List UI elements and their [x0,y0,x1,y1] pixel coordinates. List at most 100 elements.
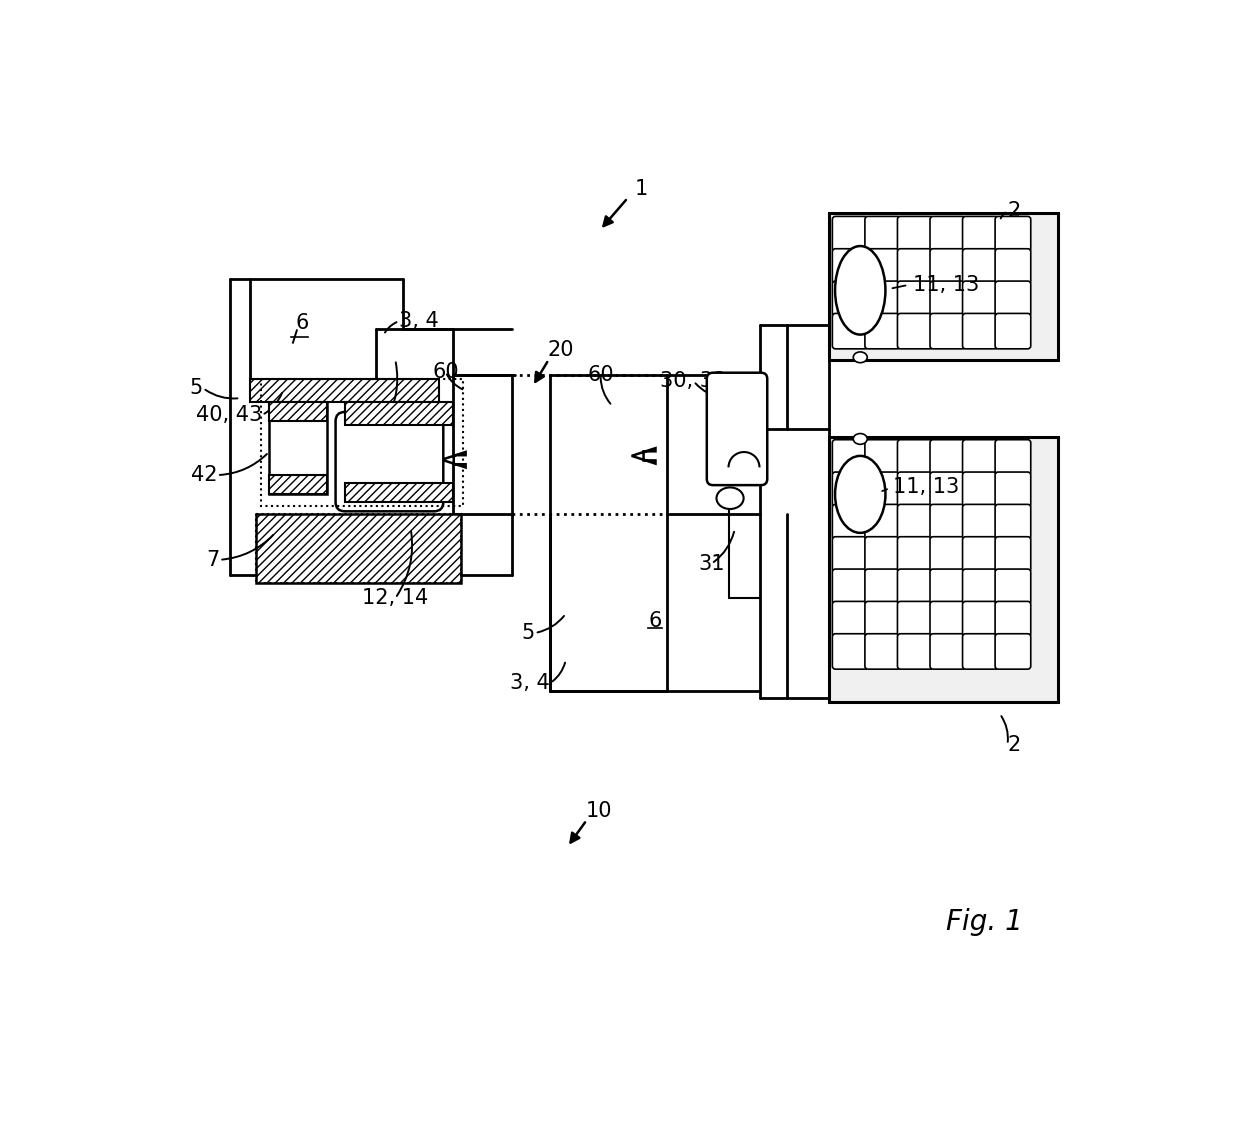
FancyBboxPatch shape [994,536,1030,573]
Ellipse shape [853,434,867,444]
Text: 3, 4: 3, 4 [511,673,551,693]
Text: 6: 6 [295,312,309,333]
Text: 11, 13: 11, 13 [893,477,959,496]
FancyBboxPatch shape [898,634,934,669]
Text: 5: 5 [190,378,203,398]
FancyBboxPatch shape [930,634,966,669]
FancyBboxPatch shape [832,314,868,349]
FancyBboxPatch shape [994,216,1030,252]
Polygon shape [441,452,466,468]
Text: 20: 20 [548,341,574,360]
FancyBboxPatch shape [866,440,900,475]
Bar [345,483,454,502]
FancyBboxPatch shape [962,634,998,669]
FancyBboxPatch shape [866,504,900,540]
FancyBboxPatch shape [930,569,966,604]
FancyBboxPatch shape [832,440,868,475]
FancyBboxPatch shape [930,601,966,637]
Text: 60: 60 [588,365,614,385]
FancyBboxPatch shape [930,473,966,508]
FancyBboxPatch shape [962,569,998,604]
Text: 31: 31 [698,553,724,574]
Text: 11, 13: 11, 13 [913,275,980,295]
FancyBboxPatch shape [930,216,966,252]
FancyBboxPatch shape [832,569,868,604]
FancyBboxPatch shape [994,440,1030,475]
FancyBboxPatch shape [994,601,1030,637]
Bar [269,475,327,494]
Text: 2: 2 [1007,735,1021,754]
Bar [269,402,327,421]
FancyBboxPatch shape [994,314,1030,349]
FancyBboxPatch shape [962,281,998,317]
Polygon shape [631,448,656,463]
FancyBboxPatch shape [832,536,868,573]
FancyBboxPatch shape [962,536,998,573]
FancyBboxPatch shape [898,504,934,540]
FancyBboxPatch shape [866,216,900,252]
Bar [345,402,454,425]
FancyBboxPatch shape [962,601,998,637]
FancyBboxPatch shape [866,314,900,349]
Text: 1: 1 [635,178,649,199]
FancyBboxPatch shape [930,249,966,284]
FancyBboxPatch shape [832,249,868,284]
FancyBboxPatch shape [994,504,1030,540]
FancyBboxPatch shape [930,440,966,475]
FancyBboxPatch shape [832,601,868,637]
Bar [830,214,1058,360]
Text: 5: 5 [522,623,534,643]
Text: 30, 33: 30, 33 [661,371,727,391]
FancyBboxPatch shape [962,473,998,508]
FancyBboxPatch shape [962,504,998,540]
FancyBboxPatch shape [898,569,934,604]
FancyBboxPatch shape [866,281,900,317]
FancyBboxPatch shape [962,249,998,284]
FancyBboxPatch shape [898,249,934,284]
Ellipse shape [853,352,867,362]
Text: 41: 41 [371,415,397,435]
FancyBboxPatch shape [898,440,934,475]
Text: 12, 14: 12, 14 [362,588,428,608]
Text: 2: 2 [1007,201,1021,222]
FancyBboxPatch shape [930,504,966,540]
FancyBboxPatch shape [832,473,868,508]
Bar [269,402,327,494]
FancyBboxPatch shape [930,314,966,349]
FancyBboxPatch shape [898,216,934,252]
FancyBboxPatch shape [898,314,934,349]
FancyBboxPatch shape [866,569,900,604]
Bar [255,513,461,583]
Text: 40, 43: 40, 43 [196,406,262,425]
FancyBboxPatch shape [962,216,998,252]
FancyBboxPatch shape [866,634,900,669]
FancyBboxPatch shape [994,249,1030,284]
Ellipse shape [835,247,885,335]
FancyBboxPatch shape [898,601,934,637]
Ellipse shape [835,456,885,533]
FancyBboxPatch shape [898,536,934,573]
FancyBboxPatch shape [832,281,868,317]
FancyBboxPatch shape [898,281,934,317]
Bar [249,379,439,402]
Text: 60: 60 [433,362,459,382]
Ellipse shape [717,487,744,509]
FancyBboxPatch shape [866,536,900,573]
Text: 42: 42 [191,465,217,485]
FancyBboxPatch shape [898,473,934,508]
FancyBboxPatch shape [832,216,868,252]
FancyBboxPatch shape [707,373,768,485]
FancyBboxPatch shape [930,536,966,573]
Bar [262,379,463,506]
Text: 10: 10 [585,801,613,821]
FancyBboxPatch shape [832,504,868,540]
FancyBboxPatch shape [866,249,900,284]
FancyBboxPatch shape [962,440,998,475]
FancyBboxPatch shape [336,412,444,511]
Bar [255,513,461,583]
FancyBboxPatch shape [994,473,1030,508]
Bar [830,436,1058,702]
FancyBboxPatch shape [962,314,998,349]
FancyBboxPatch shape [866,473,900,508]
Text: 6: 6 [649,611,662,632]
